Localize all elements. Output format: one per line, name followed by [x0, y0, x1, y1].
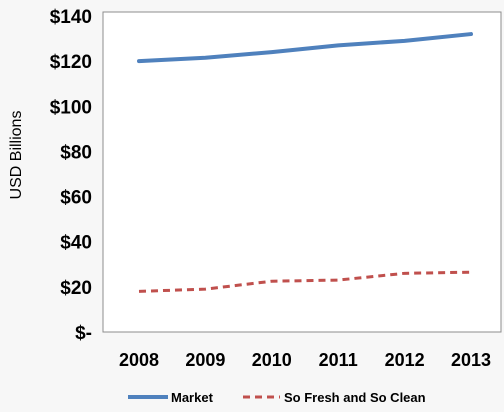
y-axis-ticks: $- $20 $40 $60 $80 $100 $120 $140 — [50, 7, 92, 344]
data-point — [271, 281, 272, 282]
data-point — [205, 57, 206, 58]
legend: Market So Fresh and So Clean — [128, 390, 426, 405]
x-tick-label: 2011 — [319, 350, 358, 370]
data-point — [338, 45, 339, 46]
data-point — [205, 289, 206, 290]
y-tick-label: $20 — [60, 278, 92, 299]
data-point — [471, 34, 472, 35]
data-point — [271, 52, 272, 53]
y-tick-label: $- — [75, 323, 92, 344]
series-lines — [137, 32, 473, 293]
y-tick-label: $100 — [50, 97, 92, 118]
y-tick-label: $140 — [50, 7, 92, 28]
data-point — [139, 61, 140, 62]
series-line-so-fresh-and-so-clean — [138, 270, 472, 293]
x-tick-label: 2010 — [252, 350, 292, 370]
series-line-market — [137, 32, 473, 64]
data-point — [139, 291, 140, 292]
data-point — [338, 280, 339, 281]
y-tick-label: $80 — [60, 142, 92, 163]
x-tick-label: 2013 — [451, 350, 491, 370]
data-point — [404, 273, 405, 274]
x-axis-ticks: 2008 2009 2010 2011 2012 2013 — [119, 350, 491, 370]
legend-label: So Fresh and So Clean — [284, 390, 426, 405]
y-tick-label: $60 — [60, 188, 92, 209]
x-tick-label: 2012 — [385, 350, 425, 370]
x-tick-label: 2009 — [185, 350, 225, 370]
y-tick-label: $40 — [60, 233, 92, 254]
plot-area — [102, 11, 502, 333]
data-point — [404, 40, 405, 41]
y-axis-label: USD Billions — [8, 111, 25, 200]
data-point — [471, 272, 472, 273]
legend-label: Market — [171, 390, 214, 405]
x-tick-label: 2008 — [119, 350, 159, 370]
y-tick-label: $120 — [50, 52, 92, 73]
